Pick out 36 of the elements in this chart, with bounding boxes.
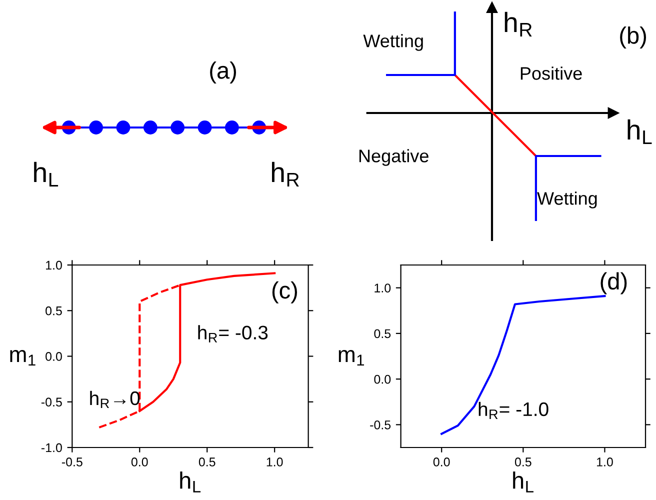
y-tick-label: 1.0 [46,260,62,270]
x-axis-title: h$_{L}$ [180,472,201,492]
text: (a) [210,61,236,84]
text: h$_{R}$ [504,12,532,36]
text: Wetting [537,192,597,208]
y-tick-label: -0.5 [370,420,391,430]
text: Positive [520,66,582,80]
text: h$_{R}$ [272,162,299,186]
x-tick-label: 0.0 [433,458,450,466]
line-series [440,294,606,435]
y-tick-label: -0.5 [41,398,62,407]
annotation: h$_{R}$→0 [90,390,140,408]
annotation: h$_{R}$= -1.0 [478,402,548,420]
annotation: h$_{R}$= -0.3 [198,325,268,342]
text: Wetting [363,34,423,51]
annotation: (c) [272,281,298,304]
text: (b) [620,26,646,48]
y-axis-title: m$_{1}$ [338,350,364,366]
x-tick-label: 0.0 [131,458,148,466]
text: h$_{L}$ [628,119,652,144]
text: Negative [359,149,428,166]
y-tick-label: 0.5 [46,306,62,316]
x-tick-label: 0.5 [198,458,216,466]
y-tick-label: 1.0 [374,284,391,292]
y-tick-label: 0.5 [374,329,391,338]
y-axis-title: m$_{1}$ [10,350,36,366]
y-tick-label: 0.0 [374,374,391,384]
x-tick-label: 1.0 [266,458,283,466]
annotation: (d) [600,272,627,294]
x-tick-label: 0.5 [514,458,532,466]
y-tick-label: -1.0 [41,443,62,452]
text: h$_{L}$ [34,162,58,186]
x-tick-label: 1.0 [596,458,613,466]
y-tick-label: 0.0 [46,352,62,361]
x-tick-label: -0.5 [62,458,82,466]
x-axis-title: h$_{L}$ [513,472,534,492]
